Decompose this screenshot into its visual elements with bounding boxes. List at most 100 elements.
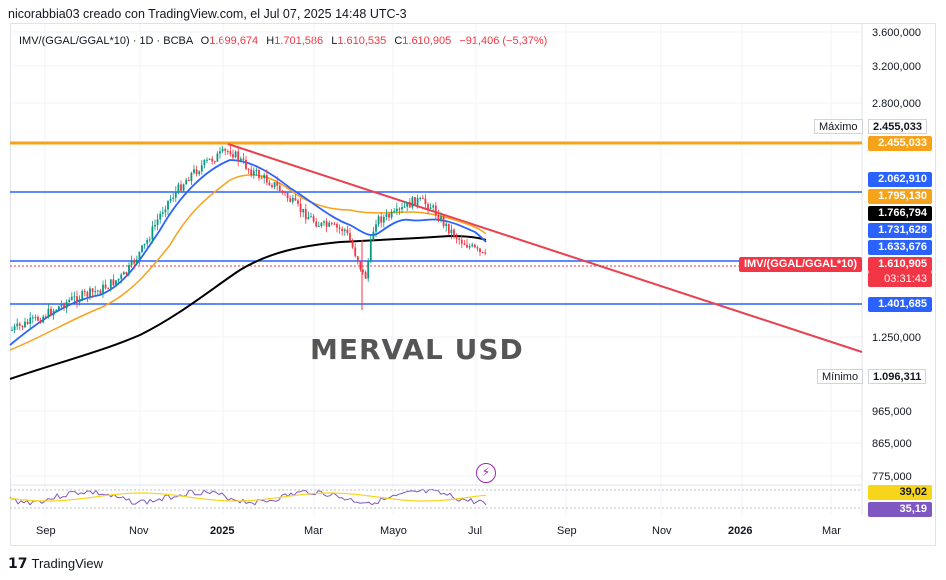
countdown-tag: 03:31:43: [868, 272, 932, 287]
candle-body: [83, 291, 86, 293]
candle-body: [476, 247, 479, 249]
blue-ma-tag: 1.731,628: [868, 223, 932, 238]
candle-body: [234, 151, 237, 158]
candle-body: [336, 224, 338, 228]
candle-body: [130, 260, 133, 266]
candle-body: [403, 206, 406, 208]
candle-body: [174, 191, 177, 198]
time-tick-8: Nov: [652, 525, 672, 537]
candle-body: [471, 244, 474, 247]
candle-body: [239, 158, 242, 161]
candle-body: [18, 323, 21, 326]
downtrend-line: [227, 143, 863, 353]
candle-body: [39, 320, 42, 323]
candle-body: [330, 222, 333, 224]
symbol-name[interactable]: IMV/(GGAL/GGAL*10) · 1D · BCBA: [19, 35, 193, 47]
candle-body: [221, 148, 224, 152]
candle-body: [304, 209, 307, 220]
candle-body: [21, 325, 24, 328]
price-tick-6: 865,000: [872, 438, 912, 450]
candle-body: [73, 296, 76, 298]
candle-body: [416, 198, 419, 205]
candle-body: [226, 150, 229, 152]
candle-body: [86, 292, 89, 297]
candle-body: [312, 216, 315, 222]
candle-body: [195, 169, 198, 175]
time-tick-7: Sep: [557, 525, 577, 537]
price-tick-3: 2.800,000: [872, 98, 921, 110]
time-tick-6: Jul: [468, 525, 483, 537]
candle-body: [193, 169, 195, 173]
candle-body: [390, 211, 393, 218]
candle-body: [115, 280, 117, 286]
candle-body: [315, 221, 318, 227]
price-tick-7: 775,000: [872, 471, 912, 483]
candle-body: [237, 151, 240, 161]
candle-body: [442, 216, 445, 227]
candle-body: [31, 317, 34, 319]
time-tick-3: 2025: [210, 525, 235, 537]
candle-body: [29, 317, 32, 324]
candle-body: [323, 221, 325, 223]
maximo-value: 2.455,033: [868, 119, 927, 134]
candle-body: [367, 260, 370, 279]
low-label: L: [331, 35, 338, 47]
candle-body: [325, 221, 328, 227]
symbol-legend: IMV/(GGAL/GGAL*10) · 1D · BCBA O1.699,67…: [19, 35, 547, 47]
candle-body: [302, 209, 305, 213]
maximo-label: Máximo: [814, 119, 863, 134]
candle-body: [481, 252, 484, 254]
candle-body: [411, 197, 414, 208]
time-tick-9: 2026: [728, 525, 753, 537]
last-price-tag: 1.610,905: [868, 257, 932, 272]
candle-body: [310, 216, 312, 218]
candle-body: [219, 151, 221, 154]
candle-body: [479, 248, 481, 253]
candle-body: [447, 223, 450, 234]
time-tick-4: Mar: [304, 525, 323, 537]
candle-body: [408, 202, 411, 208]
candle-body: [468, 246, 471, 248]
footer-brand[interactable]: 𝟭𝟳 TradingView: [8, 555, 103, 572]
candle-body: [232, 154, 234, 158]
candle-body: [450, 229, 453, 234]
candle-body: [341, 228, 344, 232]
candle-body: [50, 308, 52, 316]
candle-body: [427, 204, 429, 209]
candle-body: [81, 291, 84, 300]
candle-body: [440, 216, 442, 221]
candle-body: [167, 200, 169, 210]
blue-ma2-tag: 1.633,676: [868, 240, 932, 255]
candle-body: [398, 208, 401, 210]
candle-body: [286, 193, 289, 199]
candle-body: [42, 316, 45, 323]
candle-body: [338, 227, 341, 229]
candle-body: [372, 231, 375, 241]
lightning-icon[interactable]: ⚡: [476, 463, 496, 483]
time-tick-1: Sep: [36, 525, 56, 537]
candle-body: [16, 323, 19, 327]
candle-body: [143, 243, 146, 246]
candle-body: [60, 304, 63, 307]
candle-body: [65, 301, 68, 309]
change-value: −91,406 (−5,37%): [459, 35, 548, 47]
candle-body: [104, 284, 107, 289]
candle-body: [96, 290, 99, 292]
candle-body: [133, 260, 136, 264]
chart-frame[interactable]: [10, 23, 936, 546]
candle-body: [349, 233, 351, 242]
candle-body: [263, 174, 266, 179]
candle-body: [37, 316, 39, 321]
high-value: 1.701,586: [274, 35, 324, 47]
symbol-tag: IMV/(GGAL/GGAL*10): [738, 257, 862, 272]
candle-body: [198, 171, 201, 175]
candle-body: [57, 306, 60, 310]
candle-body: [13, 326, 16, 330]
candle-body: [294, 197, 297, 201]
candle-body: [343, 229, 346, 232]
candle-body: [63, 304, 65, 309]
black-moving-average: [9, 234, 487, 380]
candle-body: [320, 222, 323, 226]
candle-body: [128, 265, 130, 275]
